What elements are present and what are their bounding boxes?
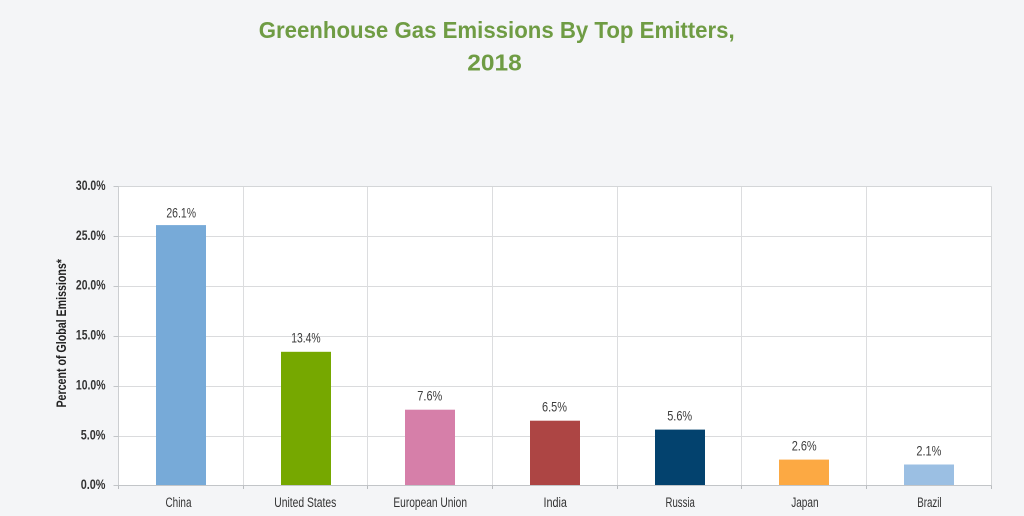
svg-text:10.0%: 10.0% (76, 378, 106, 393)
svg-text:United States: United States (274, 495, 336, 510)
svg-text:European Union: European Union (393, 495, 467, 510)
svg-text:Greenhouse Gas Emissions By To: Greenhouse Gas Emissions By Top Emitters… (259, 17, 735, 43)
svg-text:2018: 2018 (467, 50, 522, 76)
svg-text:2.1%: 2.1% (916, 444, 941, 459)
svg-text:2.6%: 2.6% (792, 439, 817, 454)
svg-text:Percent of Global Emissions*: Percent of Global Emissions* (54, 258, 69, 407)
svg-text:25.0%: 25.0% (76, 228, 106, 243)
svg-text:13.4%: 13.4% (291, 330, 320, 345)
svg-text:Russia: Russia (666, 495, 696, 510)
svg-text:0.0%: 0.0% (81, 477, 106, 492)
svg-text:India: India (543, 495, 567, 510)
svg-text:Japan: Japan (791, 495, 818, 510)
svg-text:5.6%: 5.6% (667, 409, 692, 424)
svg-text:15.0%: 15.0% (76, 328, 106, 343)
svg-text:7.6%: 7.6% (417, 389, 442, 404)
svg-text:5.0%: 5.0% (81, 427, 106, 442)
svg-text:6.5%: 6.5% (542, 400, 567, 415)
svg-text:30.0%: 30.0% (76, 178, 106, 193)
svg-text:China: China (166, 495, 192, 510)
svg-text:Brazil: Brazil (917, 495, 941, 510)
svg-text:20.0%: 20.0% (76, 278, 106, 293)
svg-text:26.1%: 26.1% (166, 205, 196, 220)
